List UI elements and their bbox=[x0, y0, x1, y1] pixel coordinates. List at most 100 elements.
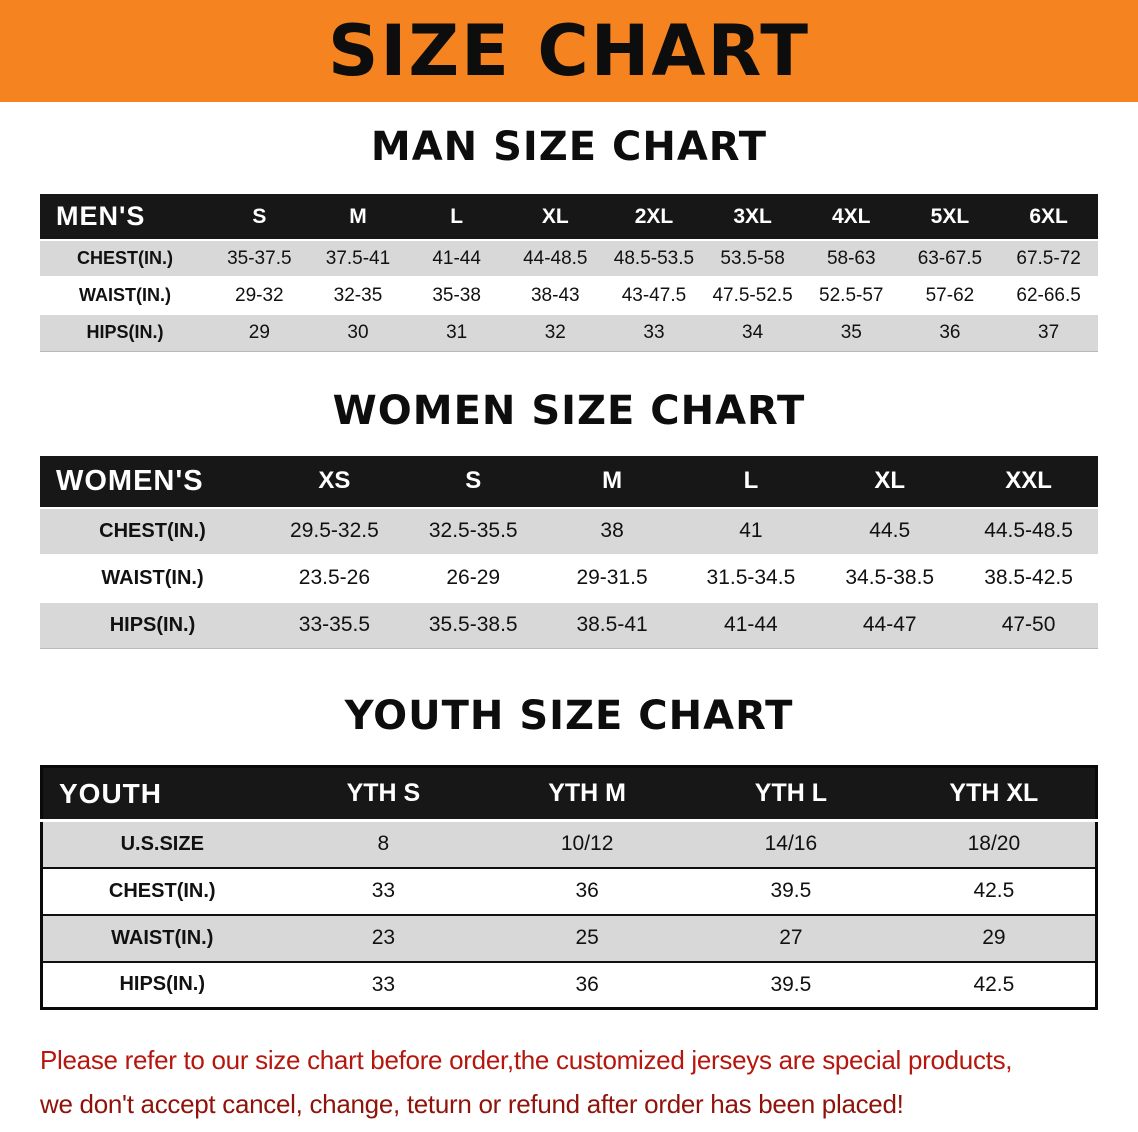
youth-table-label: YOUTH bbox=[41, 766, 282, 822]
row-label: U.S.SIZE bbox=[120, 832, 204, 855]
column-header: 3XL bbox=[703, 194, 802, 240]
banner: SIZE CHART bbox=[0, 0, 1138, 102]
column-header: XXL bbox=[959, 455, 1098, 508]
page-title: SIZE CHART bbox=[327, 10, 811, 92]
size-cell: 25 bbox=[575, 926, 599, 949]
column-header: XS bbox=[265, 455, 404, 508]
size-cell: 41-44 bbox=[724, 613, 778, 637]
men-size-table: MEN'S S M L XL 2XL 3XL 4XL 5XL 6XL CHEST… bbox=[40, 194, 1098, 352]
size-cell: 10/12 bbox=[560, 832, 614, 856]
size-cell: 29.5-32.5 bbox=[290, 519, 379, 542]
row-label: HIPS(IN.) bbox=[119, 973, 206, 996]
size-cell: 42.5 bbox=[973, 972, 1015, 996]
size-cell: 39.5 bbox=[770, 972, 812, 996]
row-label: HIPS(IN.) bbox=[86, 322, 164, 343]
size-cell: 48.5-53.5 bbox=[613, 247, 695, 269]
size-cell: 41 bbox=[739, 519, 763, 542]
size-cell: 36 bbox=[939, 321, 961, 343]
table-row: WAIST(IN.) 23.5-26 26-29 29-31.5 31.5-34… bbox=[40, 554, 1098, 602]
size-cell: 41-44 bbox=[432, 247, 481, 269]
size-cell: 31 bbox=[446, 321, 468, 343]
size-cell: 58-63 bbox=[826, 247, 876, 269]
size-cell: 52.5-57 bbox=[819, 284, 884, 306]
size-cell: 53.5-58 bbox=[720, 247, 785, 269]
size-cell: 30 bbox=[347, 321, 369, 343]
size-cell: 32-35 bbox=[333, 284, 383, 306]
footer-note-line1: Please refer to our size chart before or… bbox=[40, 1045, 1013, 1075]
table-row: WAIST(IN.) 23 25 27 29 bbox=[41, 914, 1097, 962]
size-cell: 42.5 bbox=[973, 879, 1015, 902]
table-row: CHEST(IN.) 29.5-32.5 32.5-35.5 38 41 44.… bbox=[40, 507, 1098, 555]
size-cell: 44-47 bbox=[862, 613, 917, 637]
column-header: YTH M bbox=[485, 766, 689, 822]
size-cell: 62-66.5 bbox=[1016, 284, 1081, 306]
size-cell: 33 bbox=[371, 972, 396, 996]
size-cell: 67.5-72 bbox=[1016, 247, 1081, 269]
youth-size-table: YOUTH YTH S YTH M YTH L YTH XL U.S.SIZE … bbox=[40, 765, 1098, 1010]
youth-header-row: YOUTH YTH S YTH M YTH L YTH XL bbox=[41, 766, 1097, 822]
column-header: YTH L bbox=[689, 766, 893, 822]
column-header: YTH S bbox=[281, 766, 486, 822]
women-table-label: WOMEN'S bbox=[40, 455, 265, 508]
size-cell: 35-38 bbox=[432, 284, 481, 306]
column-header: S bbox=[210, 194, 309, 240]
size-cell: 36 bbox=[575, 972, 599, 996]
size-cell: 38.5-42.5 bbox=[984, 566, 1073, 589]
women-size-table: WOMEN'S XS S M L XL XXL CHEST(IN.) 29.5-… bbox=[40, 455, 1098, 649]
column-header: L bbox=[681, 455, 821, 508]
column-header: 2XL bbox=[604, 194, 704, 240]
table-row: CHEST(IN.) 35-37.5 37.5-41 41-44 44-48.5… bbox=[40, 240, 1098, 277]
column-header: XL bbox=[820, 455, 960, 508]
size-cell: 35.5-38.5 bbox=[428, 613, 518, 637]
youth-section-heading: YOUTH SIZE CHART bbox=[344, 693, 794, 739]
column-header: 5XL bbox=[900, 194, 1000, 240]
women-header-row: WOMEN'S XS S M L XL XXL bbox=[40, 455, 1098, 508]
size-cell: 39.5 bbox=[770, 879, 812, 902]
row-label: WAIST(IN.) bbox=[111, 926, 214, 949]
size-cell: 33 bbox=[643, 321, 665, 343]
size-cell: 14/16 bbox=[764, 832, 818, 856]
size-cell: 47-50 bbox=[1001, 613, 1056, 637]
table-row: CHEST(IN.) 33 36 39.5 42.5 bbox=[41, 867, 1097, 915]
table-row: HIPS(IN.) 29 30 31 32 33 34 35 36 37 bbox=[40, 314, 1098, 351]
size-cell: 29-32 bbox=[235, 284, 284, 306]
women-section-heading: WOMEN SIZE CHART bbox=[332, 387, 806, 434]
men-section-heading: MAN SIZE CHART bbox=[370, 124, 768, 170]
size-cell: 23 bbox=[371, 926, 396, 949]
size-cell: 63-67.5 bbox=[917, 247, 983, 269]
size-cell: 26-29 bbox=[446, 566, 501, 589]
size-cell: 57-62 bbox=[925, 284, 975, 306]
row-label: WAIST(IN.) bbox=[101, 566, 204, 589]
size-cell: 32.5-35.5 bbox=[428, 519, 518, 542]
size-cell: 35-37.5 bbox=[227, 247, 292, 269]
size-cell: 23.5-26 bbox=[298, 566, 371, 589]
size-cell: 8 bbox=[377, 832, 390, 856]
row-label: CHEST(IN.) bbox=[77, 248, 173, 268]
size-cell: 44-48.5 bbox=[523, 247, 588, 269]
size-cell: 35 bbox=[840, 321, 862, 343]
size-cell: 43-47.5 bbox=[621, 284, 687, 306]
table-row: HIPS(IN.) 33-35.5 35.5-38.5 38.5-41 41-4… bbox=[40, 601, 1098, 649]
table-row: HIPS(IN.) 33 36 39.5 42.5 bbox=[41, 961, 1097, 1009]
size-cell: 33-35.5 bbox=[298, 613, 371, 637]
size-cell: 32 bbox=[544, 321, 566, 343]
column-header: S bbox=[403, 455, 543, 508]
size-cell: 38-43 bbox=[530, 284, 580, 306]
size-cell: 38.5-41 bbox=[576, 613, 648, 637]
size-cell: 38 bbox=[600, 519, 624, 542]
size-cell: 34 bbox=[742, 321, 764, 343]
size-cell: 27 bbox=[779, 926, 803, 949]
size-cell: 44.5-48.5 bbox=[984, 519, 1073, 542]
men-header-row: MEN'S S M L XL 2XL 3XL 4XL 5XL 6XL bbox=[40, 194, 1098, 240]
size-cell: 37 bbox=[1038, 321, 1060, 343]
men-table-label: MEN'S bbox=[40, 194, 210, 240]
footer-note: Please refer to our size chart before or… bbox=[40, 1038, 1098, 1126]
size-cell: 47.5-52.5 bbox=[712, 284, 793, 306]
column-header: 6XL bbox=[999, 194, 1098, 240]
row-label: HIPS(IN.) bbox=[109, 613, 196, 636]
size-cell: 29-31.5 bbox=[576, 566, 648, 589]
footer-note-line2: we don't accept cancel, change, teturn o… bbox=[40, 1089, 904, 1120]
row-label: WAIST(IN.) bbox=[79, 285, 171, 305]
row-label: CHEST(IN.) bbox=[108, 879, 216, 902]
